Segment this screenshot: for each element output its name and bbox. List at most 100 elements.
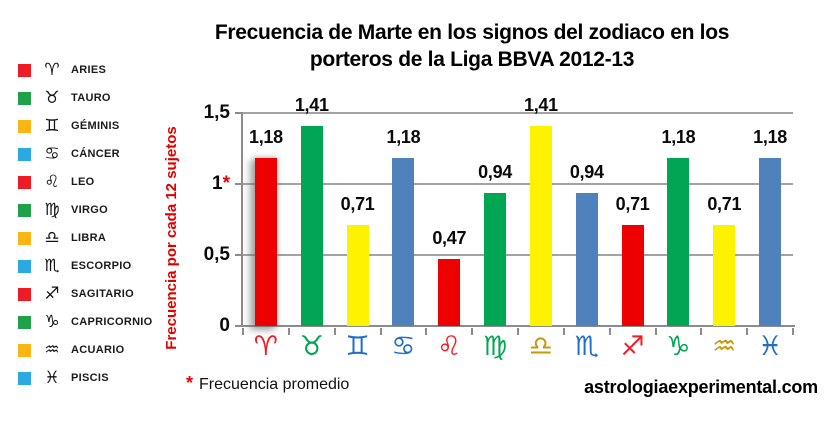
acuario-axis-sign-icon: ♒ bbox=[712, 331, 737, 362]
legend-label-libra: LIBRA bbox=[71, 232, 107, 244]
bar-value-piscis: 1,18 bbox=[753, 127, 787, 148]
libra-axis-sign-icon: ♎ bbox=[528, 331, 554, 362]
leo-axis-sign-icon: ♌ bbox=[437, 331, 462, 362]
libra-sign-icon: ♎ bbox=[44, 227, 60, 248]
chart-title: Frecuencia de Marte en los signos del zo… bbox=[132, 19, 812, 73]
legend-label-escorpio: ESCORPIO bbox=[71, 260, 132, 272]
legend-label-cáncer: CÁNCER bbox=[71, 148, 120, 160]
piscis-axis-sign-icon: ♓ bbox=[757, 331, 783, 362]
y-tick-1,5: 1,5 bbox=[203, 102, 230, 123]
aries-axis-sign-icon: ♈ bbox=[253, 331, 279, 362]
legend-swatch-acuario bbox=[18, 343, 31, 357]
bar-value-géminis: 0,71 bbox=[340, 194, 375, 215]
gridline-1 bbox=[243, 183, 793, 185]
bar-acuario bbox=[713, 225, 736, 326]
tauro-sign-icon: ♉ bbox=[44, 87, 60, 108]
géminis-sign-icon: ♊ bbox=[44, 115, 60, 136]
average-marker-asterisk: * bbox=[222, 173, 230, 194]
legend-swatch-cáncer bbox=[18, 147, 31, 161]
capricornio-sign-icon: ♑ bbox=[44, 311, 60, 332]
bar-capricornio bbox=[667, 158, 690, 326]
plot-area: 1,18 1,41 0,71 1,18 0,47 0,94 1,41 0,94 0,71 1,18… bbox=[243, 95, 793, 326]
average-asterisk: * bbox=[186, 373, 194, 393]
géminis-axis-sign-icon: ♊ bbox=[345, 331, 370, 362]
x-tick-mark bbox=[287, 328, 290, 335]
y-axis-line bbox=[241, 113, 243, 327]
bar-value-libra: 1,41 bbox=[523, 94, 558, 115]
legend-swatch-virgo bbox=[18, 203, 31, 217]
x-tick-mark bbox=[242, 328, 244, 335]
gridline-0,5 bbox=[243, 254, 793, 256]
legend-item-tauro: ♉ TAURO bbox=[18, 84, 188, 112]
legend-item-acuario: ♒ ACUARIO bbox=[18, 336, 188, 364]
legend-swatch-leo bbox=[18, 175, 31, 189]
bar-value-leo: 0,47 bbox=[432, 228, 467, 249]
legend-item-géminis: ♊ GÉMINIS bbox=[18, 112, 188, 140]
bar-value-virgo: 0,94 bbox=[478, 161, 512, 182]
legend-swatch-aries bbox=[18, 63, 31, 77]
bar-leo bbox=[438, 259, 461, 326]
x-tick-mark bbox=[517, 328, 519, 335]
bar-value-acuario: 0,71 bbox=[707, 194, 742, 215]
y-tick-0,5: 0,5 bbox=[203, 244, 230, 265]
x-tick-mark bbox=[654, 328, 657, 335]
sagitario-axis-sign-icon: ♐ bbox=[620, 331, 645, 362]
legend-item-sagitario: ♐ SAGITARIO bbox=[18, 280, 188, 308]
x-tick-mark bbox=[471, 328, 474, 335]
capricornio-axis-sign-icon: ♑ bbox=[666, 331, 691, 362]
legend-swatch-libra bbox=[18, 231, 31, 245]
aries-sign-icon: ♈ bbox=[44, 59, 60, 80]
bar-escorpio bbox=[575, 192, 598, 326]
legend-label-capricornio: CAPRICORNIO bbox=[71, 316, 153, 328]
x-tick-mark bbox=[746, 328, 749, 335]
legend-item-capricornio: ♑ CAPRICORNIO bbox=[18, 308, 188, 336]
x-axis-line bbox=[241, 325, 795, 327]
legend-item-libra: ♎ LIBRA bbox=[18, 224, 188, 252]
acuario-sign-icon: ♒ bbox=[44, 339, 60, 360]
legend-swatch-géminis bbox=[18, 119, 31, 133]
legend-label-tauro: TAURO bbox=[71, 92, 111, 104]
sagitario-sign-icon: ♐ bbox=[44, 283, 60, 304]
bar-value-cáncer: 1,18 bbox=[386, 127, 421, 148]
bar-aries bbox=[254, 158, 277, 326]
bar-sagitario bbox=[621, 225, 644, 326]
x-tick-mark bbox=[562, 328, 565, 335]
cáncer-axis-sign-icon: ♋ bbox=[391, 331, 416, 362]
x-tick-mark bbox=[379, 328, 382, 335]
average-footnote: * Frecuencia promedio bbox=[186, 373, 349, 394]
leo-sign-icon: ♌ bbox=[44, 171, 60, 192]
piscis-sign-icon: ♓ bbox=[44, 367, 60, 388]
chart-title-line1: Frecuencia de Marte en los signos del zo… bbox=[214, 21, 730, 44]
y-tick-1: 1* bbox=[212, 173, 230, 194]
bar-libra bbox=[529, 125, 552, 326]
chart-title-line2: porteros de la Liga BBVA 2012-13 bbox=[309, 48, 635, 71]
x-tick-mark bbox=[608, 328, 611, 335]
legend-item-escorpio: ♏ ESCORPIO bbox=[18, 252, 188, 280]
legend-item-cáncer: ♋ CÁNCER bbox=[18, 140, 188, 168]
legend-label-acuario: ACUARIO bbox=[71, 344, 125, 356]
escorpio-axis-sign-icon: ♏ bbox=[574, 331, 599, 362]
virgo-axis-sign-icon: ♍ bbox=[482, 331, 508, 362]
x-tick-mark bbox=[792, 328, 794, 335]
average-footnote-text: Frecuencia promedio bbox=[199, 376, 350, 393]
legend-item-aries: ♈ ARIES bbox=[18, 56, 188, 84]
x-tick-mark bbox=[425, 328, 428, 335]
bar-value-sagitario: 0,71 bbox=[615, 194, 650, 215]
bar-piscis bbox=[759, 158, 782, 326]
legend-label-leo: LEO bbox=[71, 176, 95, 188]
watermark-site: astrologiaexperimental.com bbox=[584, 377, 818, 397]
legend-item-piscis: ♓ PISCIS bbox=[18, 364, 188, 392]
virgo-sign-icon: ♍ bbox=[44, 199, 60, 220]
bar-virgo bbox=[484, 192, 507, 326]
bar-value-tauro: 1,41 bbox=[294, 94, 329, 115]
legend: ♈ ARIES ♉ TAURO ♊ GÉMINIS ♋ CÁNCER ♌ LEO ♍ VIRGO ♎ LI… bbox=[18, 56, 188, 392]
gridline-1,5 bbox=[243, 112, 793, 114]
legend-item-leo: ♌ LEO bbox=[18, 168, 188, 196]
legend-label-sagitario: SAGITARIO bbox=[71, 288, 134, 300]
legend-swatch-sagitario bbox=[18, 287, 31, 301]
bar-tauro bbox=[300, 125, 323, 326]
legend-swatch-escorpio bbox=[18, 259, 31, 273]
escorpio-sign-icon: ♏ bbox=[44, 255, 60, 276]
legend-item-virgo: ♍ VIRGO bbox=[18, 196, 188, 224]
